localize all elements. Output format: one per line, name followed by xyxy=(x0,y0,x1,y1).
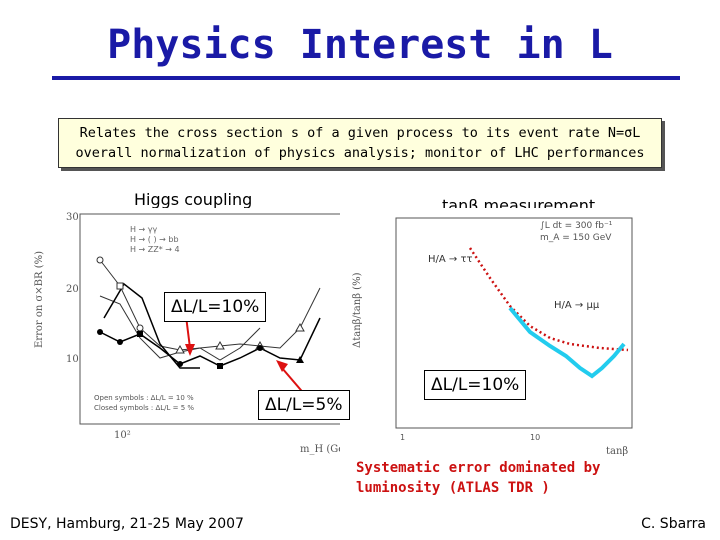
closed-markers xyxy=(97,329,304,369)
callout-5pct: ΔL/L=5% xyxy=(258,390,350,420)
legend-entry-1: H → γγ xyxy=(130,225,158,234)
higgs-coupling-label: Higgs coupling xyxy=(134,190,253,209)
curve-closed-2 xyxy=(103,282,200,369)
tanb-plot-svg: Δtanβ/tanβ (%) ∫L dt = 300 fb⁻¹ m_A = 15… xyxy=(352,217,633,457)
footnote-open: Open symbols : ΔL/L = 10 % xyxy=(94,394,194,402)
x-axis-label-right: tanβ xyxy=(606,446,628,457)
slide-title: Physics Interest in L xyxy=(107,22,613,68)
curve-mumu xyxy=(508,306,626,379)
y-tick-10: 10 xyxy=(66,354,79,365)
y-tick-30: 30 xyxy=(66,212,79,223)
summary-box: Relates the cross section s of a given p… xyxy=(58,118,662,168)
tanb-plot: Δtanβ/tanβ (%) ∫L dt = 300 fb⁻¹ m_A = 15… xyxy=(340,208,640,458)
footer-conference: DESY, Hamburg, 21-25 May 2007 xyxy=(10,516,244,532)
curve-tautau xyxy=(468,247,629,352)
curve-closed-1 xyxy=(99,317,321,367)
legend-entry-2: H → ( ) → bb xyxy=(130,235,179,244)
callout-10pct-left: ΔL/L=10% xyxy=(164,292,267,322)
higgs-coupling-plot: Error on σ×BR (%) 30 20 10 10² m_H (GeV)… xyxy=(30,208,360,458)
x-tick-10: 10 xyxy=(530,433,540,442)
summary-line-2: overall normalization of physics analysi… xyxy=(75,145,645,161)
title-underline xyxy=(52,76,680,80)
note-line-1: Systematic error dominated by xyxy=(356,460,601,476)
channel-tautau: H/A → ττ xyxy=(428,254,473,265)
footer-author: C. Sbarra xyxy=(641,516,706,532)
channel-mumu: H/A → μμ xyxy=(554,300,600,311)
arrowhead-10pct xyxy=(185,344,195,356)
legend-entry-3: H → ZZ* → 4 xyxy=(130,245,180,254)
callout-10pct-right: ΔL/L=10% xyxy=(424,370,527,400)
arrowhead-5pct xyxy=(276,360,288,372)
x-axis-label: m_H (GeV) xyxy=(300,444,355,455)
x-tick-100: 10² xyxy=(114,430,131,441)
y-tick-20: 20 xyxy=(66,284,79,295)
legend-block: H → γγ H → ( ) → bb H → ZZ* → 4 xyxy=(130,225,180,254)
plot-frame-right xyxy=(395,217,633,429)
note-line-2: luminosity (ATLAS TDR ) xyxy=(356,480,550,496)
curve-open-1 xyxy=(99,259,321,351)
systematic-note: Systematic error dominated by luminosity… xyxy=(356,458,656,498)
footnote-closed: Closed symbols : ΔL/L = 5 % xyxy=(94,404,194,412)
lumi-legend: ∫L dt = 300 fb⁻¹ xyxy=(540,221,613,231)
summary-line-1: Relates the cross section s of a given p… xyxy=(79,125,641,141)
higgs-plot-svg: Error on σ×BR (%) 30 20 10 10² m_H (GeV)… xyxy=(34,212,355,455)
y-axis-label: Error on σ×BR (%) xyxy=(34,251,45,348)
ma-legend: m_A = 150 GeV xyxy=(540,233,612,243)
y-axis-label-right: Δtanβ/tanβ (%) xyxy=(352,272,363,348)
x-tick-1: 1 xyxy=(400,433,405,442)
